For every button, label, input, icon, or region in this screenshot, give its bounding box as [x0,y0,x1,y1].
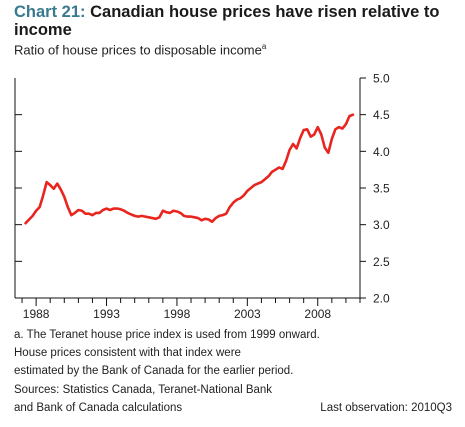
axis-ticks [15,77,366,306]
chart-number: Chart 21: [14,3,86,21]
x-tick-label: 1993 [93,307,120,321]
chart-frame [14,78,361,299]
series-line [24,113,355,225]
axis-labels: 2.0 2.5 3.0 3.5 4.0 4.5 5.0 1988 1993 1998 2003 200… [23,72,390,322]
footnote-line-2: House prices consistent with that index … [14,347,241,359]
chart-subtitle: Ratio of house prices to disposable inco… [14,42,266,57]
chart-title: Chart 21: Canadian house prices have ris… [14,3,454,39]
x-tick-label: 1988 [23,307,50,321]
x-tick-label: 1998 [164,307,191,321]
sources-line-2: and Bank of Canada calculations [14,402,183,414]
footnote-line-1: a. The Teranet house price index is used… [14,329,320,341]
y-tick-label: 5.0 [373,72,390,86]
last-observation: Last observation: 2010Q3 [320,402,452,414]
x-tick-label: 2003 [234,307,261,321]
y-tick-label: 4.0 [373,145,390,159]
chart-subtitle-text: Ratio of house prices to disposable inco… [14,42,262,58]
y-tick-label: 4.5 [373,108,390,122]
subtitle-footnote-mark: a [261,42,267,51]
sources-line-1: Sources: Statistics Canada, Teranet-Nati… [14,384,273,396]
x-tick-label: 2008 [304,307,331,321]
y-tick-label: 2.5 [373,255,390,269]
chart-title-text: Canadian house prices have risen relativ… [14,3,440,39]
footnote-line-3: estimated by the Bank of Canada for the … [14,365,294,377]
y-tick-label: 3.0 [373,218,390,232]
y-tick-label: 3.5 [373,182,390,196]
y-tick-label: 2.0 [373,292,390,306]
